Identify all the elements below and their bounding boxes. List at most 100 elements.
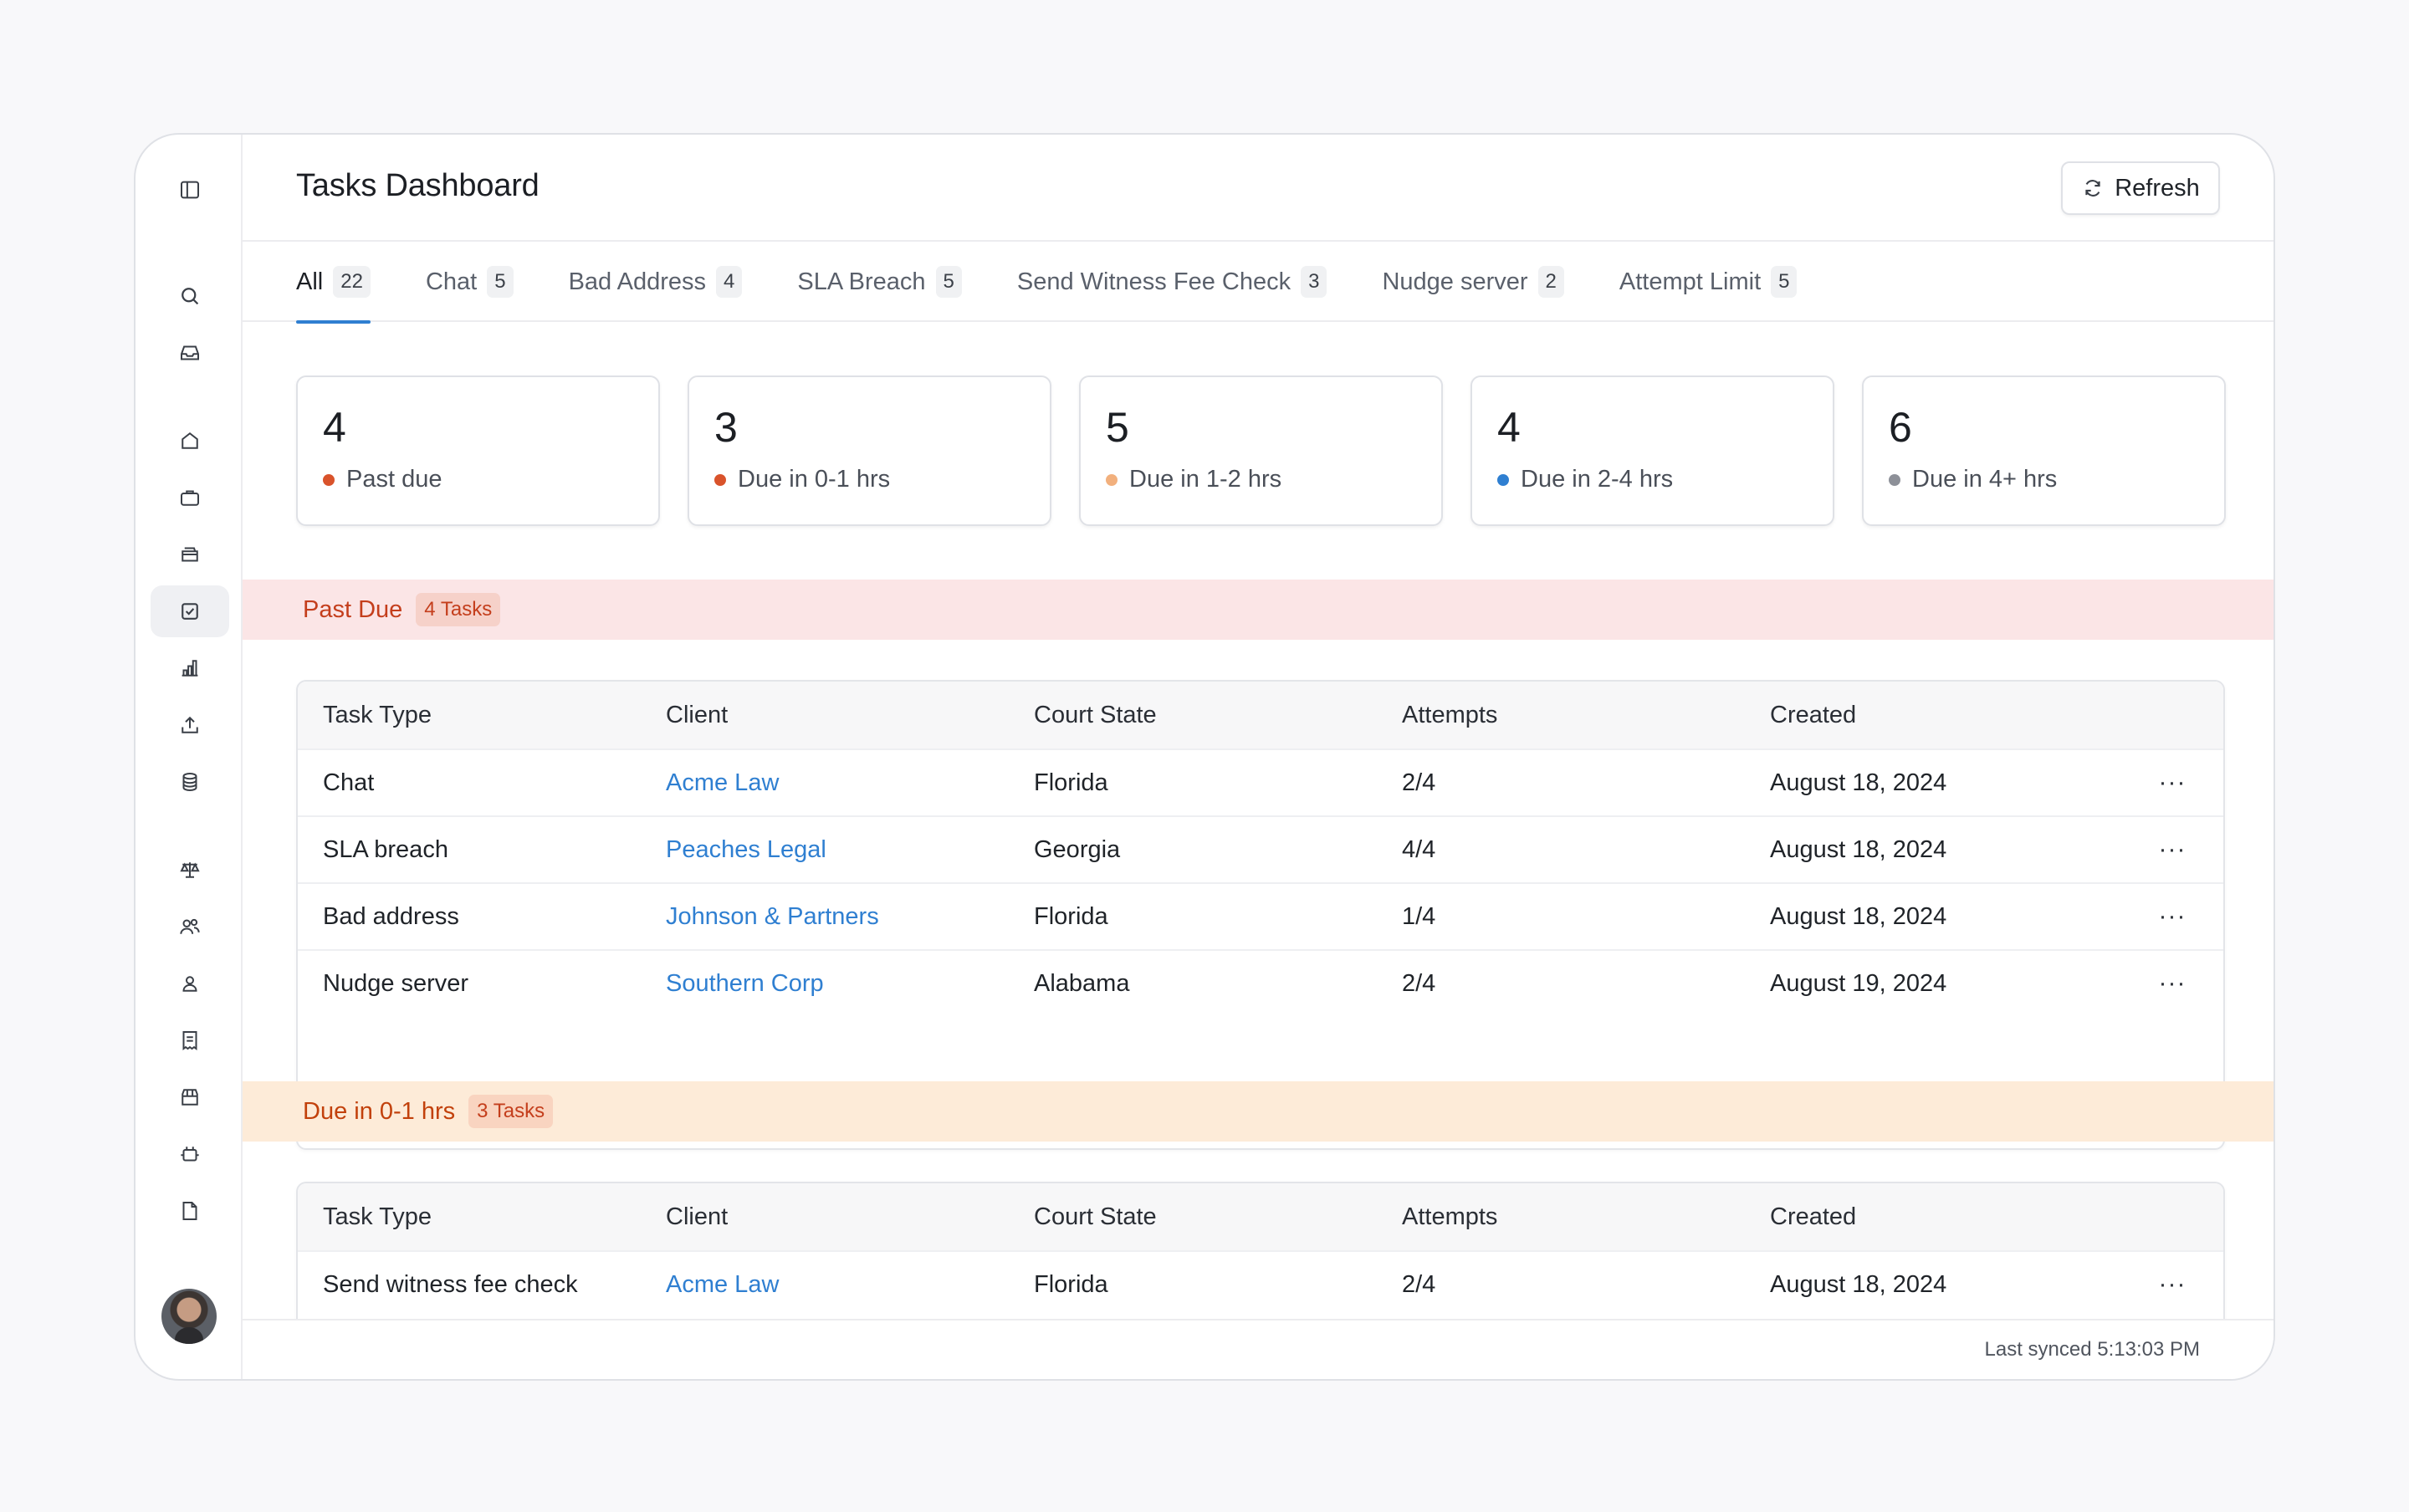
- card-label: Due in 0-1 hrs: [738, 466, 891, 493]
- tab-nudge-server[interactable]: Nudge server 2: [1382, 242, 1564, 322]
- tab-label: Attempt Limit: [1619, 268, 1762, 295]
- client-link[interactable]: Peaches Legal: [666, 835, 826, 863]
- avatar[interactable]: [161, 1289, 217, 1344]
- file-icon[interactable]: [151, 1185, 229, 1237]
- refresh-label: Refresh: [2115, 174, 2200, 202]
- users-icon[interactable]: [151, 901, 229, 953]
- card-value: 4: [323, 404, 346, 451]
- task-type: Send witness fee check: [323, 1270, 578, 1298]
- attempts: 2/4: [1402, 969, 1436, 997]
- client-link[interactable]: Johnson & Partners: [666, 902, 879, 930]
- upload-icon[interactable]: [151, 699, 229, 751]
- column-header[interactable]: Client: [666, 701, 729, 728]
- scale-icon[interactable]: [151, 844, 229, 896]
- court-state: Georgia: [1034, 835, 1121, 863]
- more-options-icon[interactable]: ···: [2158, 835, 2187, 863]
- briefcase-icon[interactable]: [151, 472, 229, 524]
- column-header[interactable]: Created: [1770, 1203, 1857, 1230]
- status-dot: [1106, 473, 1118, 486]
- card-label: Due in 4+ hrs: [1912, 466, 2058, 493]
- table-row[interactable]: SLA breach Peaches Legal Georgia 4/4 Aug…: [298, 815, 2223, 882]
- card-due-1-2[interactable]: 5 Due in 1-2 hrs: [1079, 375, 1443, 526]
- refresh-button[interactable]: Refresh: [2061, 161, 2220, 215]
- attempts: 2/4: [1402, 1270, 1436, 1298]
- more-options-icon[interactable]: ···: [2158, 769, 2187, 796]
- court-state: Florida: [1034, 769, 1108, 796]
- inbox-icon[interactable]: [151, 327, 229, 379]
- folders-icon[interactable]: [151, 529, 229, 580]
- column-header[interactable]: Created: [1770, 701, 1857, 728]
- section-title: Past Due: [303, 595, 403, 623]
- tab-chat[interactable]: Chat 5: [426, 242, 514, 322]
- database-icon[interactable]: [151, 756, 229, 808]
- tab-label: Send Witness Fee Check: [1016, 268, 1291, 295]
- client-link[interactable]: Southern Corp: [666, 969, 824, 997]
- tab-count: 5: [487, 266, 514, 298]
- tab-count: 5: [1771, 266, 1798, 298]
- client-link[interactable]: Acme Law: [666, 1270, 780, 1298]
- card-past-due[interactable]: 4 Past due: [296, 375, 660, 526]
- tab-count: 2: [1537, 266, 1564, 298]
- section-title: Due in 0-1 hrs: [303, 1097, 456, 1125]
- card-due-0-1[interactable]: 3 Due in 0-1 hrs: [688, 375, 1051, 526]
- section-header-due-0-1: Due in 0-1 hrs 3 Tasks: [243, 1081, 2273, 1142]
- column-header[interactable]: Attempts: [1402, 701, 1498, 728]
- attempts: 2/4: [1402, 769, 1436, 796]
- status-dot: [1497, 473, 1509, 486]
- sidebar-toggle-icon[interactable]: [151, 164, 229, 216]
- tab-count: 4: [716, 266, 743, 298]
- section-count-badge: 3 Tasks: [468, 1095, 554, 1128]
- search-icon[interactable]: [151, 270, 229, 322]
- table-row[interactable]: Chat Acme Law Florida 2/4 August 18, 202…: [298, 748, 2223, 815]
- task-type: SLA breach: [323, 835, 448, 863]
- created-date: August 19, 2024: [1770, 969, 1947, 997]
- card-due-4-plus[interactable]: 6 Due in 4+ hrs: [1862, 375, 2226, 526]
- page-header: Tasks Dashboard Refresh: [243, 135, 2273, 242]
- court-state: Florida: [1034, 902, 1108, 930]
- column-header[interactable]: Attempts: [1402, 1203, 1498, 1230]
- card-due-2-4[interactable]: 4 Due in 2-4 hrs: [1470, 375, 1834, 526]
- tab-label: All: [296, 268, 324, 295]
- app-window: Tasks Dashboard Refresh All 22 Chat 5 Ba…: [134, 133, 2275, 1381]
- tasks-icon[interactable]: [151, 585, 229, 637]
- column-header[interactable]: Task Type: [323, 701, 432, 728]
- column-header[interactable]: Court State: [1034, 701, 1157, 728]
- tab-label: Chat: [425, 268, 478, 295]
- tab-sla-breach[interactable]: SLA Breach 5: [797, 242, 962, 322]
- client-link[interactable]: Acme Law: [666, 769, 780, 796]
- created-date: August 18, 2024: [1770, 1270, 1947, 1298]
- last-synced-text: Last synced 5:13:03 PM: [1984, 1338, 2200, 1361]
- tab-send-witness-fee-check[interactable]: Send Witness Fee Check 3: [1017, 242, 1327, 322]
- store-icon[interactable]: [151, 1071, 229, 1123]
- tab-bad-address[interactable]: Bad Address 4: [569, 242, 743, 322]
- tab-attempt-limit[interactable]: Attempt Limit 5: [1619, 242, 1798, 322]
- court-state: Alabama: [1034, 969, 1130, 997]
- refresh-icon: [2085, 180, 2100, 197]
- section-count-badge: 4 Tasks: [416, 593, 501, 626]
- page-title: Tasks Dashboard: [296, 168, 540, 203]
- table-row[interactable]: Nudge server Southern Corp Alabama 2/4 A…: [298, 949, 2223, 1016]
- home-icon[interactable]: [151, 415, 229, 467]
- receipt-icon[interactable]: [151, 1014, 229, 1066]
- status-footer: Last synced 5:13:03 PM: [243, 1319, 2273, 1379]
- table-row[interactable]: Bad address Johnson & Partners Florida 1…: [298, 882, 2223, 949]
- integration-icon[interactable]: [151, 1128, 229, 1180]
- card-value: 4: [1497, 404, 1521, 451]
- table-row[interactable]: Send witness fee check Acme Law Florida …: [298, 1250, 2223, 1317]
- attempts: 1/4: [1402, 902, 1436, 930]
- tab-all[interactable]: All 22: [296, 242, 371, 324]
- past-due-table: Task Type Client Court State Attempts Cr…: [296, 680, 2225, 1150]
- column-header[interactable]: Task Type: [323, 1203, 432, 1230]
- column-header[interactable]: Court State: [1034, 1203, 1157, 1230]
- more-options-icon[interactable]: ···: [2158, 1270, 2187, 1298]
- created-date: August 18, 2024: [1770, 769, 1947, 796]
- more-options-icon[interactable]: ···: [2158, 902, 2187, 930]
- card-value: 3: [714, 404, 738, 451]
- sidebar: [136, 135, 243, 1379]
- more-options-icon[interactable]: ···: [2158, 969, 2187, 997]
- user-icon[interactable]: [151, 958, 229, 1009]
- task-type: Nudge server: [323, 969, 469, 997]
- tab-count: 3: [1301, 266, 1327, 298]
- chart-icon[interactable]: [151, 642, 229, 694]
- column-header[interactable]: Client: [666, 1203, 729, 1230]
